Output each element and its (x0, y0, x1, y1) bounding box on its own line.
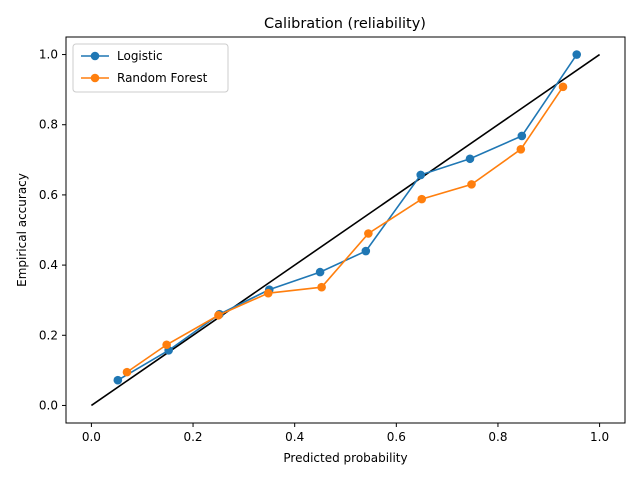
series-line-random-forest (126, 86, 564, 373)
perfect-calibration-line (90, 53, 601, 407)
x-tick-label: 0.4 (285, 430, 304, 444)
y-axis-label: Empirical accuracy (15, 173, 29, 287)
x-tick-label: 0.6 (387, 430, 406, 444)
y-tick-label: 0.6 (39, 188, 58, 202)
y-tick-label: 0.8 (39, 118, 58, 132)
plot-frame (65, 36, 626, 424)
x-tick-label: 0.2 (183, 430, 202, 444)
legend: Logistic Random Forest (72, 43, 229, 93)
legend-label-random-forest: Random Forest (117, 71, 208, 85)
series-line-logistic (117, 54, 578, 381)
y-tick-label: 1.0 (39, 48, 58, 62)
data-point-random-forest (317, 282, 326, 292)
data-point-random-forest (558, 82, 568, 92)
data-point-logistic (416, 170, 426, 180)
data-point-random-forest (467, 180, 476, 189)
legend-marker-logistic (90, 51, 100, 61)
data-point-logistic (465, 154, 475, 164)
data-point-random-forest (364, 229, 373, 238)
data-point-random-forest (263, 288, 273, 298)
data-point-random-forest (417, 194, 427, 204)
data-point-logistic (113, 375, 123, 385)
x-axis-label: Predicted probability (283, 451, 407, 465)
x-tick-label: 0.8 (488, 430, 507, 444)
y-tick-label: 0.0 (39, 398, 58, 412)
x-tick-label: 1.0 (590, 430, 609, 444)
legend-box (72, 43, 229, 93)
data-point-random-forest (162, 340, 171, 350)
data-point-logistic (572, 50, 582, 59)
legend-marker-random-forest (90, 73, 100, 83)
data-point-random-forest (122, 367, 132, 377)
x-tick-label: 0.0 (82, 430, 101, 444)
data-point-logistic (361, 246, 371, 256)
y-tick-label: 0.4 (39, 258, 58, 272)
data-point-random-forest (516, 144, 526, 154)
data-point-random-forest (214, 310, 223, 320)
chart-title: Calibration (reliability) (264, 16, 426, 32)
data-point-logistic (315, 267, 325, 277)
y-tick-label: 0.2 (39, 328, 58, 342)
data-point-logistic (517, 131, 527, 141)
legend-label-logistic: Logistic (117, 49, 163, 63)
plot-area (90, 50, 601, 407)
